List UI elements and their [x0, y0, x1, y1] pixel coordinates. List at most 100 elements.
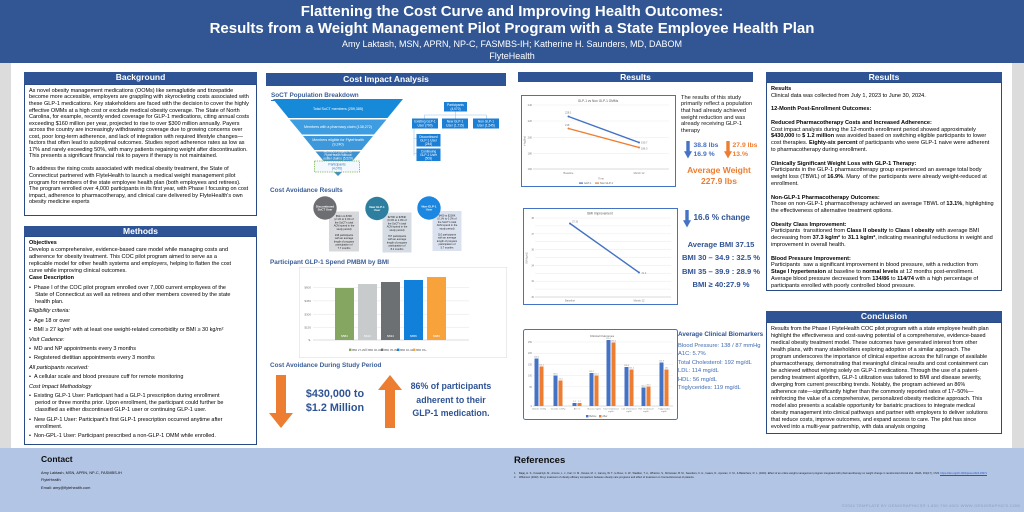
svg-text:Members with a pharmacy claim: Members with a pharmacy claim (138,272)	[304, 125, 372, 129]
svg-text:Systolic mmHg: Systolic mmHg	[532, 408, 547, 411]
svg-text:GLP-1: GLP-1	[584, 181, 592, 185]
svg-text:183.2: 183.2	[611, 341, 617, 343]
svg-text:ACM spend in the: ACM spend in the	[387, 225, 408, 229]
svg-text:BMI Improvement: BMI Improvement	[587, 212, 612, 216]
svg-text:with an average: with an average	[335, 236, 354, 240]
svg-text:Participants: Participants	[447, 103, 464, 107]
svg-text:Existing GLP-1: Existing GLP-1	[414, 120, 435, 124]
svg-text:37: 37	[531, 233, 534, 236]
svg-text:(4,070): (4,070)	[450, 107, 460, 111]
svg-text:User: User	[426, 208, 433, 212]
svg-text:ACM spend in the: ACM spend in the	[437, 223, 458, 227]
svg-text:$656: $656	[410, 334, 417, 338]
svg-text:Baseline: Baseline	[565, 299, 576, 303]
svg-text:Triglycerides: Triglycerides	[658, 408, 670, 411]
svg-text:246 participants: 246 participants	[335, 233, 354, 237]
svg-text:BMI 27-29: BMI 27-29	[352, 348, 365, 352]
svg-text:(0.1% to 0.2% of: (0.1% to 0.2% of	[437, 217, 456, 221]
svg-text:0: 0	[531, 405, 533, 408]
svg-text:131.2: 131.2	[629, 368, 635, 370]
svg-text:250: 250	[528, 341, 533, 344]
svg-text:131: 131	[665, 368, 669, 370]
svg-text:150: 150	[528, 363, 533, 366]
svg-text:A1C %: A1C %	[574, 408, 581, 411]
svg-text:participation of: participation of	[336, 243, 353, 247]
svg-text:Non GLP-1: Non GLP-1	[600, 181, 614, 185]
svg-text:Time: Time	[598, 177, 604, 181]
svg-text:110.1: 110.1	[594, 374, 600, 376]
svg-text:Month 12: Month 12	[634, 171, 645, 175]
svg-text:(4,070): (4,070)	[332, 167, 342, 171]
svg-text:(2.1% to 3.4% of: (2.1% to 3.4% of	[334, 217, 353, 221]
svg-text:length of program: length of program	[387, 240, 407, 244]
svg-text:138.9: 138.9	[624, 365, 630, 367]
svg-text:160: 160	[528, 167, 533, 171]
svg-text:Diastolic mmHg: Diastolic mmHg	[551, 408, 566, 411]
svg-text:After: After	[602, 415, 607, 418]
svg-text:BMI 30-34: BMI 30-34	[368, 348, 381, 352]
svg-text:58.2: 58.2	[647, 385, 652, 387]
svg-text:190.7: 190.7	[641, 141, 648, 145]
svg-text:7.7 months: 7.7 months	[338, 246, 352, 250]
svg-text:study period): study period)	[337, 227, 352, 231]
svg-text:100: 100	[528, 375, 533, 378]
svg-text:86.6: 86.6	[554, 374, 559, 376]
svg-text:5.7: 5.7	[573, 401, 577, 403]
svg-text:User (1,715): User (1,715)	[446, 124, 464, 128]
svg-text:length of program: length of program	[334, 239, 354, 243]
svg-text:Non GLP-1: Non GLP-1	[478, 120, 494, 124]
svg-text:length of program: length of program	[437, 239, 457, 243]
svg-text:LDL Cholesterol: LDL Cholesterol	[622, 408, 637, 411]
svg-text:New GLP-1: New GLP-1	[447, 120, 464, 124]
svg-text:study period): study period)	[440, 226, 455, 230]
svg-text:participation of: participation of	[389, 244, 406, 248]
svg-text:218: 218	[565, 123, 570, 127]
svg-text:186.3: 186.3	[641, 147, 648, 151]
svg-text:User (1,545): User (1,545)	[477, 124, 495, 128]
svg-text:$150: $150	[304, 325, 311, 329]
svg-text:119.7: 119.7	[589, 371, 595, 373]
svg-text:37.15: 37.15	[572, 221, 579, 224]
svg-text:$634: $634	[387, 334, 394, 338]
svg-text:180: 180	[528, 152, 533, 156]
svg-text:138.1: 138.1	[534, 357, 540, 359]
svg-text:$300: $300	[304, 312, 311, 316]
svg-text:mg/dL: mg/dL	[608, 411, 615, 413]
svg-text:56.3: 56.3	[642, 386, 647, 388]
svg-text:study period): study period)	[390, 228, 405, 232]
svg-text:192.1: 192.1	[606, 338, 612, 340]
svg-text:mg/dL: mg/dL	[626, 411, 633, 413]
svg-text:Members eligible for FlyteHeal: Members eligible for FlyteHealth	[312, 138, 364, 142]
svg-text:GLP-1 User: GLP-1 User	[420, 153, 438, 157]
svg-text:participation of: participation of	[439, 242, 456, 246]
svg-text:# kg(lbs): # kg(lbs)	[523, 136, 527, 146]
svg-text:BMI 35-39: BMI 35-39	[384, 348, 397, 352]
svg-text:BMI 40-44: BMI 40-44	[400, 348, 413, 352]
svg-text:Members eligible for: Members eligible for	[324, 149, 354, 153]
svg-text:$613: $613	[364, 334, 371, 338]
svg-text:Total Cholesterol: Total Cholesterol	[603, 408, 619, 411]
svg-text:8.2 months: 8.2 months	[391, 247, 405, 251]
svg-text:GLP-1 User: GLP-1 User	[420, 138, 438, 142]
svg-text:New GLP-1: New GLP-1	[369, 205, 385, 209]
svg-text:220: 220	[528, 119, 533, 123]
svg-text:$400 to $200K: $400 to $200K	[439, 214, 456, 218]
svg-text:$584: $584	[341, 334, 348, 338]
svg-text:5.7 months: 5.7 months	[441, 245, 455, 249]
svg-text:Month 12: Month 12	[634, 299, 645, 303]
svg-text:(9,240): (9,240)	[332, 143, 343, 147]
svg-text:with an average: with an average	[388, 237, 407, 241]
svg-text:the SoCT's total: the SoCT's total	[335, 220, 354, 224]
svg-text:110 participants: 110 participants	[438, 233, 457, 237]
svg-text:200: 200	[528, 136, 533, 140]
svg-text:User: User	[374, 208, 381, 212]
svg-text:GLP-1 vs Non GLP-1 OMMs: GLP-1 vs Non GLP-1 OMMs	[578, 99, 619, 103]
svg-text:HDL Cholesterol: HDL Cholesterol	[638, 408, 654, 411]
svg-text:34: 34	[531, 264, 534, 267]
svg-text:Glucose mg/dL: Glucose mg/dL	[587, 409, 602, 411]
svg-text:Discontinued: Discontinued	[316, 204, 335, 208]
svg-text:228.1: 228.1	[565, 111, 572, 115]
svg-text:BMI 45+: BMI 45+	[416, 348, 427, 352]
svg-text:the SoCT's total: the SoCT's total	[438, 220, 457, 224]
svg-text:SoCT User: SoCT User	[318, 208, 334, 212]
